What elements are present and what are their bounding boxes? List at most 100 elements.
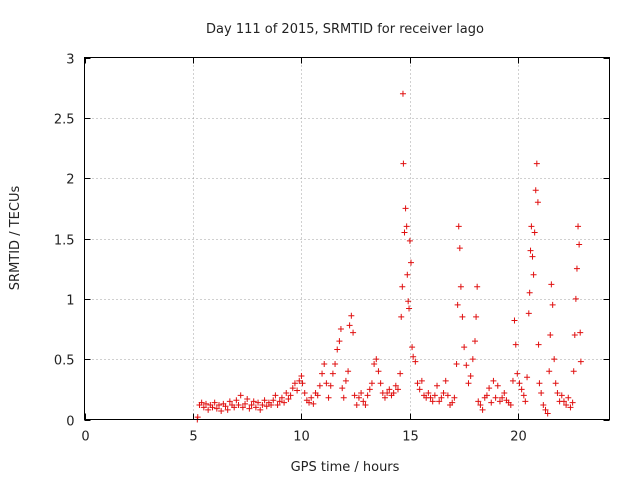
data-point [399,90,406,97]
data-point [526,289,533,296]
data-point [252,404,259,411]
data-point [532,187,539,194]
data-point [244,395,251,402]
data-point [348,312,355,319]
data-point [222,403,229,410]
data-point [414,380,421,387]
data-point [261,397,268,404]
data-point [483,392,490,399]
data-point [216,402,223,409]
data-point [425,389,432,396]
data-point [534,199,541,206]
data-point [248,402,255,409]
data-point [336,338,343,345]
data-point [287,392,294,399]
y-tick-label: 3 [66,53,74,68]
data-point [427,394,434,401]
y-tick-label: 1 [66,294,74,309]
data-point [398,313,405,320]
data-point [535,341,542,348]
x-tick-label: 15 [402,430,419,445]
data-point [477,402,484,409]
data-point [224,406,231,413]
data-point [211,399,218,406]
data-point [416,386,423,393]
data-point [518,386,525,393]
data-point [200,404,207,411]
data-point [198,399,205,406]
data-point [268,402,275,409]
data-point [394,386,401,393]
data-point [455,223,462,230]
data-point [285,395,292,402]
data-point [461,344,468,351]
data-point [558,392,565,399]
y-tick-label: 0 [66,415,74,430]
data-point [299,380,306,387]
data-point [246,405,253,412]
data-point [237,392,244,399]
data-point [465,380,472,387]
data-point [226,398,233,405]
data-point [259,402,266,409]
data-point [451,394,458,401]
data-point [250,398,257,405]
data-point [323,380,330,387]
data-point [407,259,414,266]
data-point [371,360,378,367]
data-point [486,385,493,392]
data-point [399,283,406,290]
data-point [306,399,313,406]
data-point [570,368,577,375]
data-point [377,380,384,387]
data-point [403,223,410,230]
data-point [310,400,317,407]
data-point [384,389,391,396]
data-point [429,398,436,405]
data-point [390,389,397,396]
data-point [540,402,547,409]
data-point [202,400,209,407]
data-point [572,295,579,302]
data-point [355,394,362,401]
data-point [507,402,514,409]
data-point [546,368,553,375]
data-point [544,410,551,417]
data-point [368,380,375,387]
data-point [554,389,561,396]
data-point [364,392,371,399]
data-point [549,301,556,308]
data-point [475,398,482,405]
data-point [278,394,285,401]
data-point [431,392,438,399]
data-point [301,389,308,396]
data-point [345,368,352,375]
y-tick-label: 2 [66,173,74,188]
data-point [404,271,411,278]
data-point [325,394,332,401]
data-point [218,408,225,415]
data-point [434,382,441,389]
data-point [381,394,388,401]
data-point [319,370,326,377]
data-point [283,389,290,396]
data-point [528,223,535,230]
data-point [362,402,369,409]
data-point [281,399,288,406]
data-point [474,283,481,290]
data-point [308,394,315,401]
x-tick-label: 10 [293,430,310,445]
data-point [577,329,584,336]
data-point [538,389,545,396]
data-point [350,329,357,336]
data-point [233,397,240,404]
data-point [235,402,242,409]
data-point [529,253,536,260]
y-axis-label: SRMTID / TECUs [8,186,23,291]
data-point [257,406,264,413]
data-point [438,394,445,401]
chart-title: Day 111 of 2015, SRMTID for receiver lag… [206,22,484,37]
data-point [494,382,501,389]
